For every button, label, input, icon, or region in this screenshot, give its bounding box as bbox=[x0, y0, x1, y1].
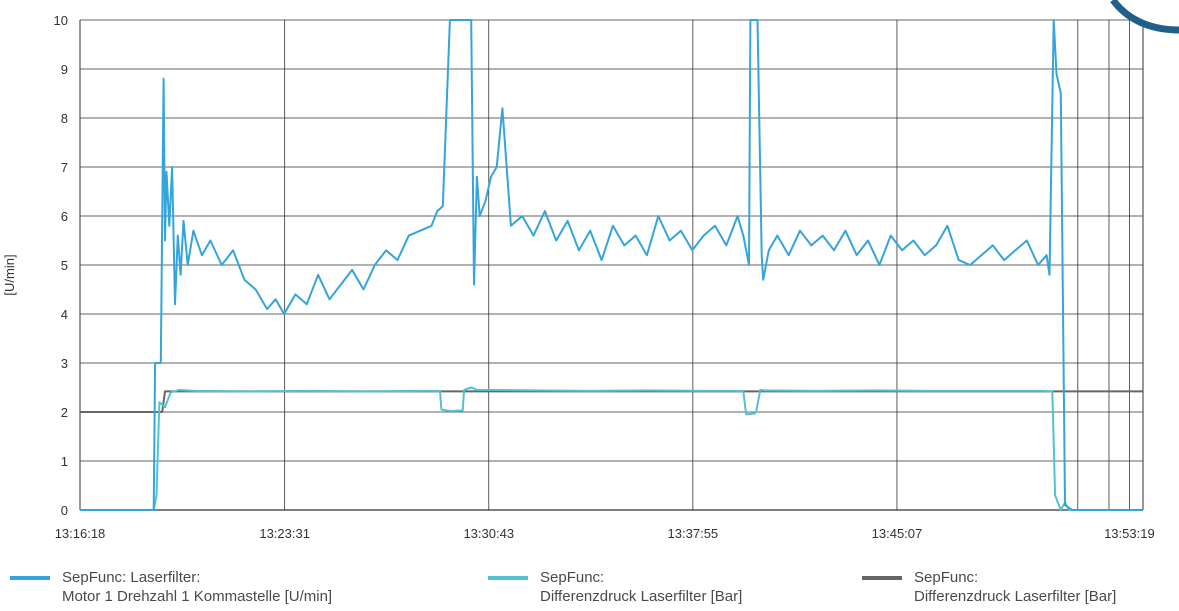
legend-label-series-2-line-1: SepFunc: bbox=[540, 569, 605, 586]
x-tick-labels: 13:16:18 13:23:31 13:30:43 13:37:55 13:45:07… bbox=[55, 526, 1155, 541]
y-tick-label: 3 bbox=[61, 356, 68, 371]
y-tick-label: 7 bbox=[61, 160, 68, 175]
legend-label-series-1-line-2: Motor 1 Drehzahl 1 Kommastelle [U/min] bbox=[62, 588, 333, 605]
legend-swatch-series-1 bbox=[10, 576, 50, 580]
y-tick-label: 4 bbox=[61, 307, 68, 322]
series-lines bbox=[80, 19, 1143, 511]
y-axis-label: [U/min] bbox=[2, 254, 17, 295]
grid-lines bbox=[79, 19, 1144, 511]
x-tick-label: 13:30:43 bbox=[463, 526, 514, 541]
x-tick-label: 13:16:18 bbox=[55, 526, 106, 541]
x-tick-label: 13:45:07 bbox=[872, 526, 923, 541]
series-line-1 bbox=[80, 19, 1143, 511]
y-tick-label: 2 bbox=[61, 405, 68, 420]
y-tick-label: 10 bbox=[54, 13, 68, 28]
corner-arc-decoration bbox=[1110, 0, 1179, 34]
y-tick-label: 9 bbox=[61, 62, 68, 77]
x-tick-label: 13:23:31 bbox=[259, 526, 310, 541]
x-tick-label: 13:53:19 bbox=[1104, 526, 1155, 541]
series-line-3 bbox=[80, 390, 1143, 413]
legend-swatch-series-3 bbox=[862, 576, 902, 580]
y-tick-label: 8 bbox=[61, 111, 68, 126]
x-tick-label: 13:37:55 bbox=[668, 526, 719, 541]
y-tick-label: 5 bbox=[61, 258, 68, 273]
legend-swatch-series-2 bbox=[488, 576, 528, 580]
legend-label-series-2-line-2: Differenzdruck Laserfilter [Bar] bbox=[540, 588, 743, 605]
y-tick-label: 0 bbox=[61, 503, 68, 518]
series-line-2 bbox=[80, 386, 1143, 511]
legend-label-series-1-line-1: SepFunc: Laserfilter: bbox=[62, 569, 201, 586]
y-tick-labels: 0 1 2 3 4 5 6 7 8 9 10 bbox=[54, 13, 68, 518]
y-tick-label: 1 bbox=[61, 454, 68, 469]
legend-label-series-3-line-1: SepFunc: bbox=[914, 569, 979, 586]
legend-label-series-3-line-2: Differenzdruck Laserfilter [Bar] bbox=[914, 588, 1117, 605]
y-tick-label: 6 bbox=[61, 209, 68, 224]
